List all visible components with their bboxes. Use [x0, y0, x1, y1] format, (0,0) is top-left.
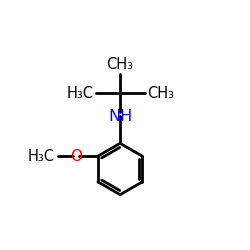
- Text: H₃C: H₃C: [66, 86, 93, 101]
- Text: CH₃: CH₃: [147, 86, 174, 101]
- Text: O: O: [70, 149, 82, 164]
- Text: H₃C: H₃C: [27, 149, 54, 164]
- Text: NH: NH: [108, 109, 132, 124]
- Text: CH₃: CH₃: [106, 57, 134, 72]
